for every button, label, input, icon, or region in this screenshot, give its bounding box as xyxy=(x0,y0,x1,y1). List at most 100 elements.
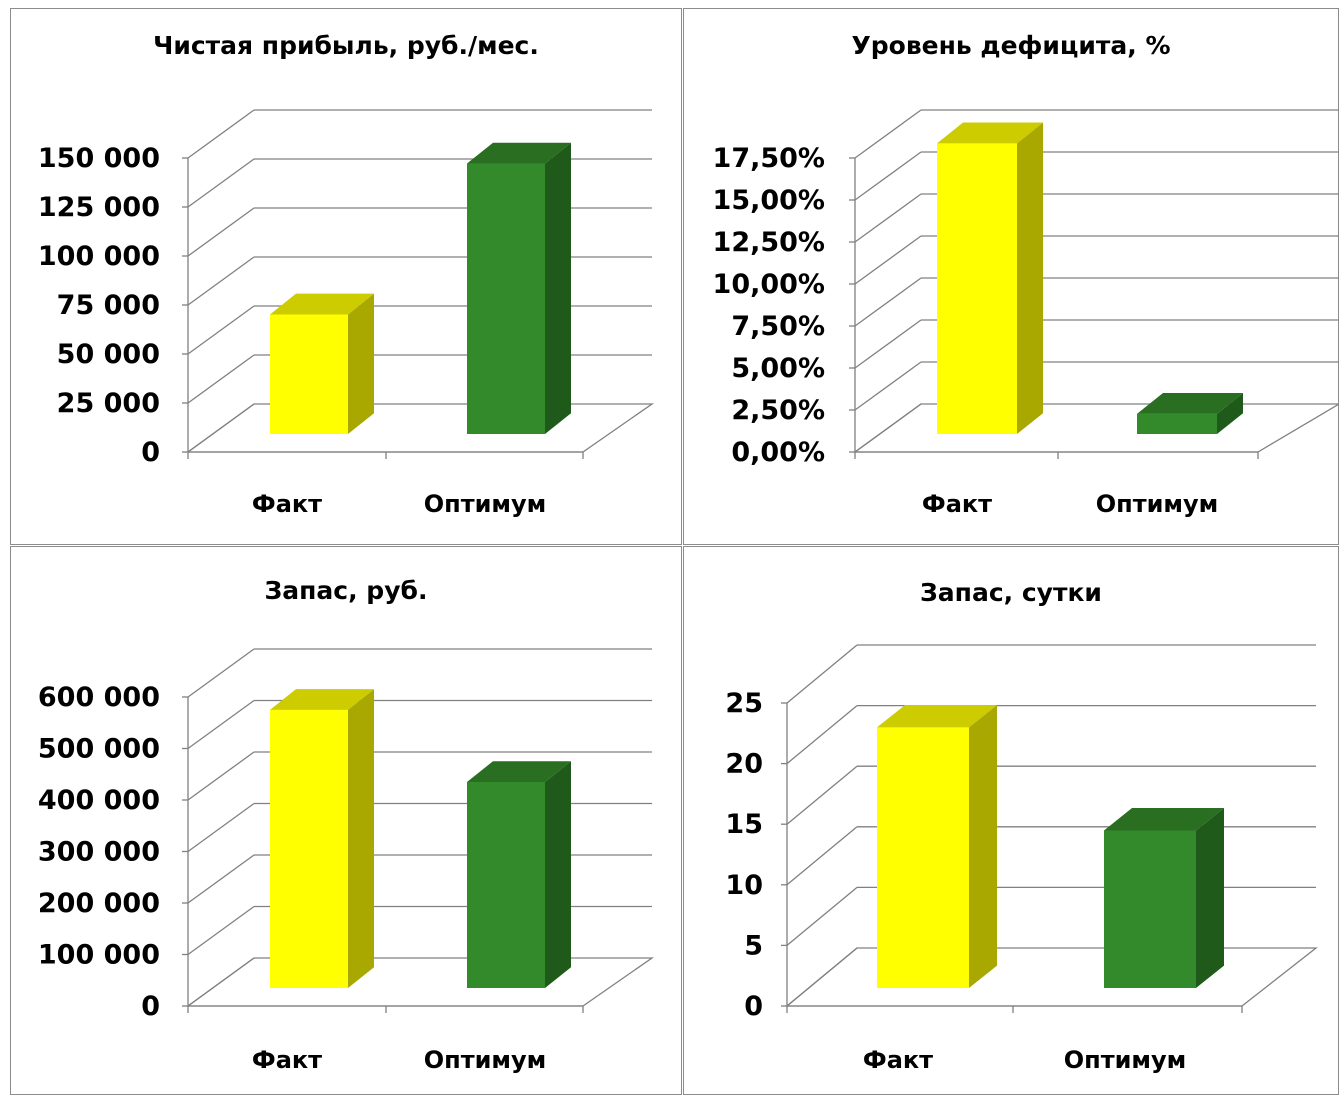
chart-svg-1: Чистая прибыль, руб./мес. 0 25 000 50 000 75… xyxy=(38,31,655,518)
bar-top xyxy=(270,689,374,710)
bar-side xyxy=(1217,393,1243,434)
y-tick-label: 500 000 xyxy=(38,734,160,765)
y-tick-label: 20 xyxy=(725,749,763,780)
x-category-label: Оптимум xyxy=(424,1046,547,1074)
chart-panel-1: Чистая прибыль, руб./мес. 0 25 000 50 000 75… xyxy=(10,8,682,545)
bar-fact xyxy=(937,122,1043,435)
side-wall-line xyxy=(854,319,922,369)
side-wall-line xyxy=(187,699,255,750)
chart-floor xyxy=(186,957,655,1007)
bar-fact xyxy=(877,705,997,988)
side-wall-line xyxy=(187,207,255,257)
bar-optimum xyxy=(467,142,571,434)
side-wall-line xyxy=(187,648,255,698)
side-wall-line xyxy=(187,854,255,904)
y-tick-label: 0,00% xyxy=(731,437,825,468)
bar-fact xyxy=(270,689,374,988)
bar-top xyxy=(937,122,1043,144)
bar-side xyxy=(1196,808,1224,988)
side-wall-line xyxy=(854,193,922,243)
side-wall-line xyxy=(187,158,255,208)
bar-side xyxy=(545,761,571,988)
chart-title: Запас, сутки xyxy=(920,578,1102,607)
y-tick-label: 5,00% xyxy=(731,353,825,384)
y-tick-label: 125 000 xyxy=(38,192,160,223)
side-wall-line xyxy=(187,256,255,306)
bar-fact xyxy=(270,293,374,434)
bar-side xyxy=(969,705,997,988)
y-tick-label: 0 xyxy=(141,991,160,1022)
side-wall-line xyxy=(786,644,858,704)
y-tick-label: 100 000 xyxy=(38,241,160,272)
y-tick-label: 15,00% xyxy=(713,185,825,216)
side-wall-line xyxy=(854,361,922,411)
chart-svg-2: Уровень дефицита, % 0,00% 2,50% 5,00% 7,50% 1… xyxy=(713,31,1339,518)
side-wall-line xyxy=(854,235,922,285)
side-wall-line xyxy=(786,826,858,886)
chart-panel-4: Запас, сутки 0 5 10 15 20 25 Факт Оптимум xyxy=(683,546,1339,1095)
bar-front xyxy=(937,143,1017,435)
chart-floor xyxy=(853,403,1339,453)
side-wall-line xyxy=(187,802,255,853)
bar-front xyxy=(1137,413,1217,434)
bar-side xyxy=(1017,122,1043,434)
y-tick-label: 12,50% xyxy=(713,227,825,258)
bar-front xyxy=(877,727,969,988)
side-wall-line xyxy=(786,705,858,765)
side-wall-line xyxy=(786,765,858,825)
bar-top xyxy=(1137,393,1243,414)
bar-top xyxy=(270,293,374,315)
bar-top xyxy=(467,142,571,164)
y-tick-label: 50 000 xyxy=(57,339,160,370)
y-tick-label: 0 xyxy=(141,437,160,468)
y-tick-label: 15 xyxy=(725,809,763,840)
y-tick-label: 0 xyxy=(744,991,763,1022)
chart-panel-2: Уровень дефицита, % 0,00% 2,50% 5,00% 7,50% 1… xyxy=(683,8,1339,545)
y-tick-label: 25 xyxy=(725,688,763,719)
y-tick-label: 10 xyxy=(725,870,763,901)
side-wall-line xyxy=(187,305,255,355)
bar-side xyxy=(348,293,374,434)
bar-top xyxy=(877,705,997,728)
bar-optimum xyxy=(467,761,571,988)
y-tick-label: 10,00% xyxy=(713,269,825,300)
bar-optimum xyxy=(1104,808,1224,988)
side-wall-line xyxy=(187,109,255,159)
y-tick-label: 200 000 xyxy=(38,888,160,919)
chart-panel-3: Запас, руб. 0 100 000 200 000 300 000 400 000… xyxy=(10,546,682,1095)
y-tick-label: 5 xyxy=(744,930,763,961)
y-tick-label: 7,50% xyxy=(731,311,825,342)
chart-floor xyxy=(785,947,1318,1007)
chart-title: Запас, руб. xyxy=(265,576,428,605)
bar-top xyxy=(467,761,571,782)
x-category-label: Оптимум xyxy=(424,490,547,518)
chart-svg-3: Запас, руб. 0 100 000 200 000 300 000 400 000… xyxy=(38,576,655,1074)
y-tick-label: 150 000 xyxy=(38,143,160,174)
x-category-label: Оптимум xyxy=(1064,1046,1187,1074)
side-wall-line xyxy=(187,354,255,404)
chart-title: Уровень дефицита, % xyxy=(851,31,1170,60)
bar-front xyxy=(270,314,348,434)
side-wall-line xyxy=(187,905,255,956)
y-tick-label: 25 000 xyxy=(57,388,160,419)
y-tick-label: 600 000 xyxy=(38,682,160,713)
chart-floor xyxy=(186,403,655,453)
y-tick-label: 300 000 xyxy=(38,837,160,868)
x-category-label: Факт xyxy=(252,1046,322,1074)
side-wall-line xyxy=(854,109,922,159)
bar-front xyxy=(467,782,545,988)
side-wall-line xyxy=(786,886,858,946)
chart-title: Чистая прибыль, руб./мес. xyxy=(153,31,539,60)
x-category-label: Факт xyxy=(863,1046,933,1074)
x-category-label: Факт xyxy=(252,490,322,518)
x-category-label: Оптимум xyxy=(1096,490,1219,518)
bar-front xyxy=(467,163,545,434)
bar-side xyxy=(348,689,374,988)
y-tick-label: 75 000 xyxy=(57,290,160,321)
bar-top xyxy=(1104,808,1224,831)
y-tick-label: 17,50% xyxy=(713,143,825,174)
y-tick-label: 2,50% xyxy=(731,395,825,426)
side-wall-line xyxy=(854,277,922,327)
side-wall-line xyxy=(187,751,255,801)
